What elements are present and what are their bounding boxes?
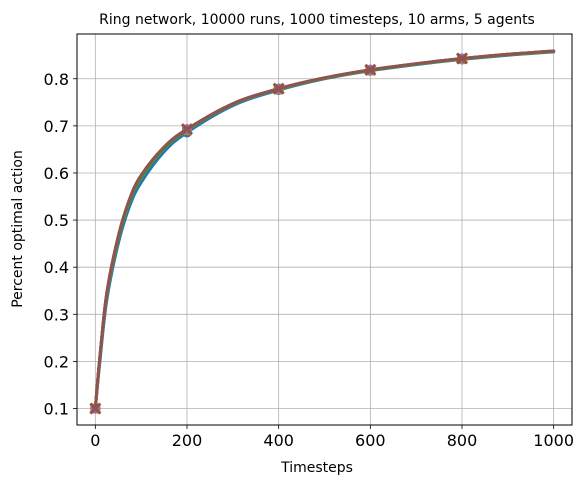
x-tick-label: 1000	[533, 431, 574, 450]
y-tick-label: 0.1	[44, 400, 69, 419]
y-axis-label: Percent optimal action	[10, 150, 26, 308]
plot-frame	[76, 33, 573, 426]
x-tick-label: 800	[447, 431, 478, 450]
series-marker	[180, 123, 194, 136]
y-tick-label: 0.5	[44, 211, 69, 230]
series-layer	[89, 49, 556, 415]
series-marker	[272, 82, 285, 95]
x-axis-label: Timesteps	[280, 460, 353, 476]
ticks: 0 200 400 600 800 1000 0.1 0.2 0.3 0.4 0.5 0.6 0.7 0.…	[44, 70, 574, 450]
y-tick-label: 0.8	[44, 70, 69, 89]
series-5	[89, 49, 556, 415]
y-tick-label: 0.4	[44, 258, 69, 277]
x-tick-label: 600	[355, 431, 386, 450]
series-line	[93, 49, 556, 411]
series-marker	[364, 63, 377, 76]
x-tick-label: 0	[90, 431, 100, 450]
y-tick-label: 0.7	[44, 117, 69, 136]
series-marker	[89, 402, 102, 415]
series-marker	[455, 52, 469, 65]
y-tick-label: 0.3	[44, 305, 69, 324]
x-tick-label: 200	[172, 431, 203, 450]
chart-title: Ring network, 10000 runs, 1000 timesteps…	[99, 12, 535, 28]
y-tick-label: 0.6	[44, 164, 69, 183]
y-tick-label: 0.2	[44, 352, 69, 371]
x-tick-label: 400	[263, 431, 294, 450]
